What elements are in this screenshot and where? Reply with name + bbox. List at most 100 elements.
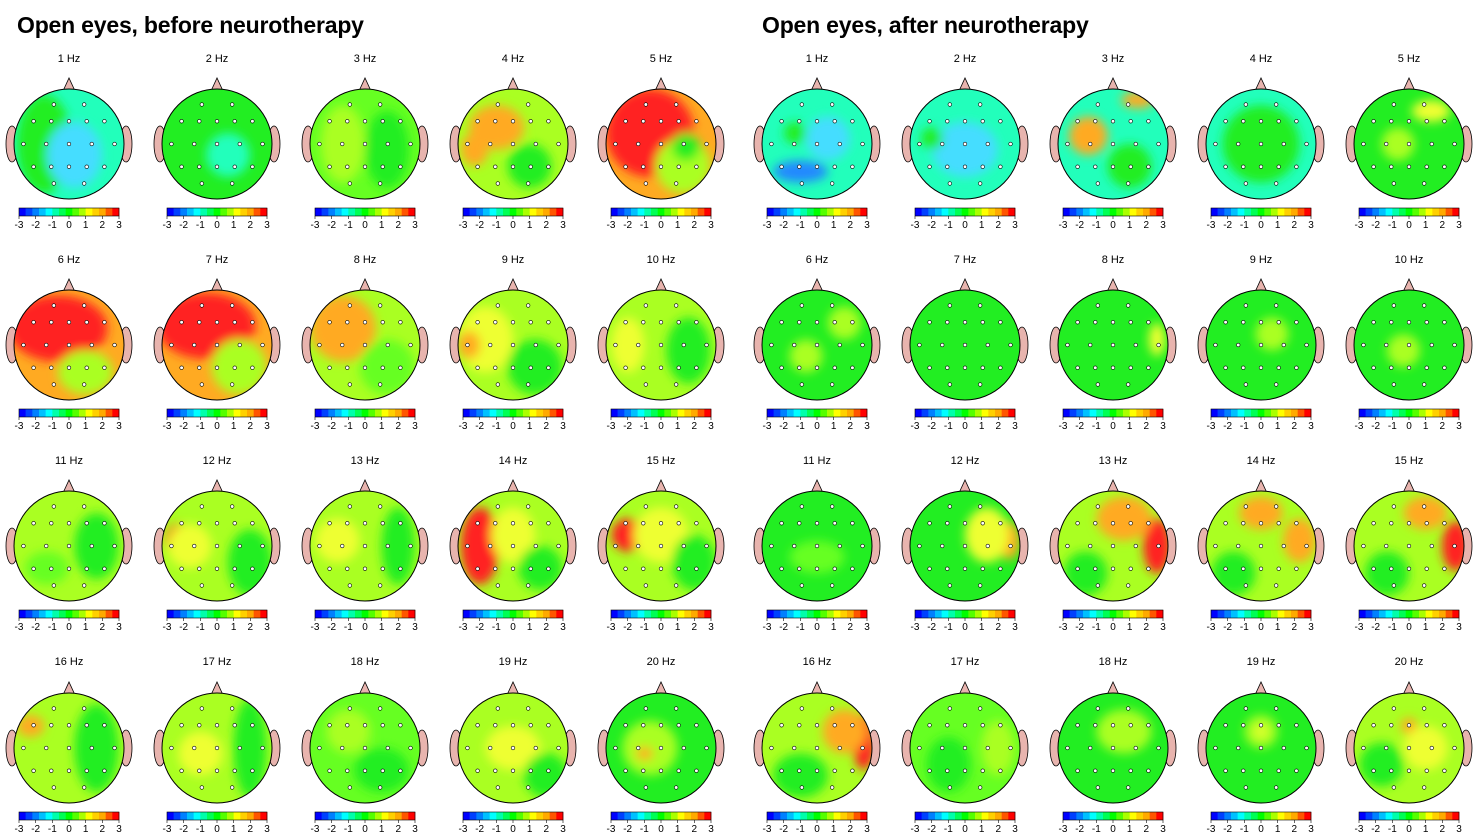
colorbar-tick-label: -3 [459,220,468,231]
electrode-marker [1110,164,1116,169]
electrode-marker [230,303,235,308]
colorbar-segment [233,409,241,417]
topomap: 9 Hz-3 -2 -1 0 1 2 3 [1197,254,1325,432]
colorbar-tick-label: -2 [623,622,632,633]
colorbar-tick-label: 0 [362,421,368,432]
colorbar-segment [1452,409,1460,417]
electrode-marker [1133,745,1138,751]
colorbar-tick-label: 0 [814,220,820,231]
colorbar-segment [780,409,788,417]
colorbar-tick-label: 0 [214,421,220,432]
colorbar-segment [1143,812,1150,820]
electrode-marker [613,745,618,751]
electrode-marker [1274,303,1279,308]
electrode-marker [232,365,237,370]
activity-region [365,111,409,188]
electrode-marker [1065,543,1070,549]
colorbar-tick-label: -3 [311,220,320,231]
electrode-marker [345,521,350,526]
colorbar-tick-label: 2 [1144,421,1150,432]
colorbar-segment [1264,812,1272,820]
colorbar-segment [381,208,389,216]
electrode-marker [1424,566,1429,571]
electrode-marker [362,365,368,370]
colorbar-segment [315,812,322,820]
colorbar-segment [1271,208,1278,216]
electrode-marker [260,745,265,751]
colorbar-tick-label: 3 [1308,421,1314,432]
colorbar-segment [1237,409,1245,417]
electrode-marker [1223,164,1228,169]
colorbar-tick-label: 3 [264,421,270,432]
electrode-marker [641,566,646,571]
electrode-marker [556,745,561,751]
colorbar-tick-label: 0 [1110,622,1116,633]
colorbar-tick-label: 2 [1144,622,1150,633]
colorbar-segment [1217,409,1225,417]
electrode-marker [1424,164,1429,169]
electrode-marker [84,723,89,728]
frequency-label: 6 Hz [58,254,81,266]
electrode-marker [347,181,352,186]
colorbar-segment [395,610,402,618]
electrode-marker [347,583,352,588]
electrode-marker [232,320,237,325]
colorbar-segment [1405,610,1413,618]
electrode-marker [998,365,1003,370]
colorbar-segment [847,409,854,417]
colorbar-segment [691,208,698,216]
electrode-marker [510,745,516,751]
topomap: 16 Hz-3 -2 -1 0 1 2 3 [5,656,133,835]
colorbar-segment [1399,208,1406,216]
electrode-marker [694,521,699,526]
electrode-marker [945,768,950,773]
colorbar-segment [1217,610,1225,618]
electrode-marker [546,164,551,169]
colorbar-tick-label: 1 [1275,421,1281,432]
electrode-marker [623,521,628,526]
electrode-marker [250,119,255,124]
electrode-marker [237,141,242,147]
activity-region [773,753,828,798]
electrode-marker [945,320,950,325]
colorbar-tick-label: -1 [196,622,205,633]
colorbar-tick-label: -3 [459,421,468,432]
electrode-marker [199,504,204,509]
head-outline [457,692,569,804]
colorbar-tick-label: -1 [640,421,649,432]
electrode-marker [398,723,403,728]
colorbar-tick-label: 3 [708,220,714,231]
electrode-marker [385,745,390,751]
electrode-marker [1241,723,1246,728]
electrode-marker [1258,745,1264,751]
colorbar-segment [637,409,645,417]
electrode-marker [1128,365,1133,370]
colorbar-segment [988,812,996,820]
colorbar-segment [516,409,524,417]
colorbar-segment [1365,812,1373,820]
colorbar-segment [99,812,106,820]
head-outline [605,692,717,804]
colorbar-tick-label: -1 [1092,622,1101,633]
electrode-marker [1223,365,1228,370]
colorbar-segment [684,409,692,417]
colorbar-segment [52,610,60,618]
electrode-marker [197,566,202,571]
colorbar-segment [767,409,774,417]
electrode-marker [66,320,72,325]
colorbar-segment [664,409,672,417]
electrode-marker [327,320,332,325]
colorbar-tick-label: 3 [864,622,870,633]
electrode-marker [837,141,842,147]
electrode-marker [1294,320,1299,325]
colorbar-segment [948,208,956,216]
electrode-marker [1093,365,1098,370]
electrode-marker [214,543,220,549]
electrode-marker [237,543,242,549]
colorbar-tick-label: 3 [412,824,418,835]
electrode-marker [510,566,516,571]
electrode-marker [1088,543,1093,549]
electrode-marker [837,543,842,549]
topomap: 16 Hz-3 -2 -1 0 1 2 3 [753,656,881,835]
colorbar-segment [1419,610,1426,618]
